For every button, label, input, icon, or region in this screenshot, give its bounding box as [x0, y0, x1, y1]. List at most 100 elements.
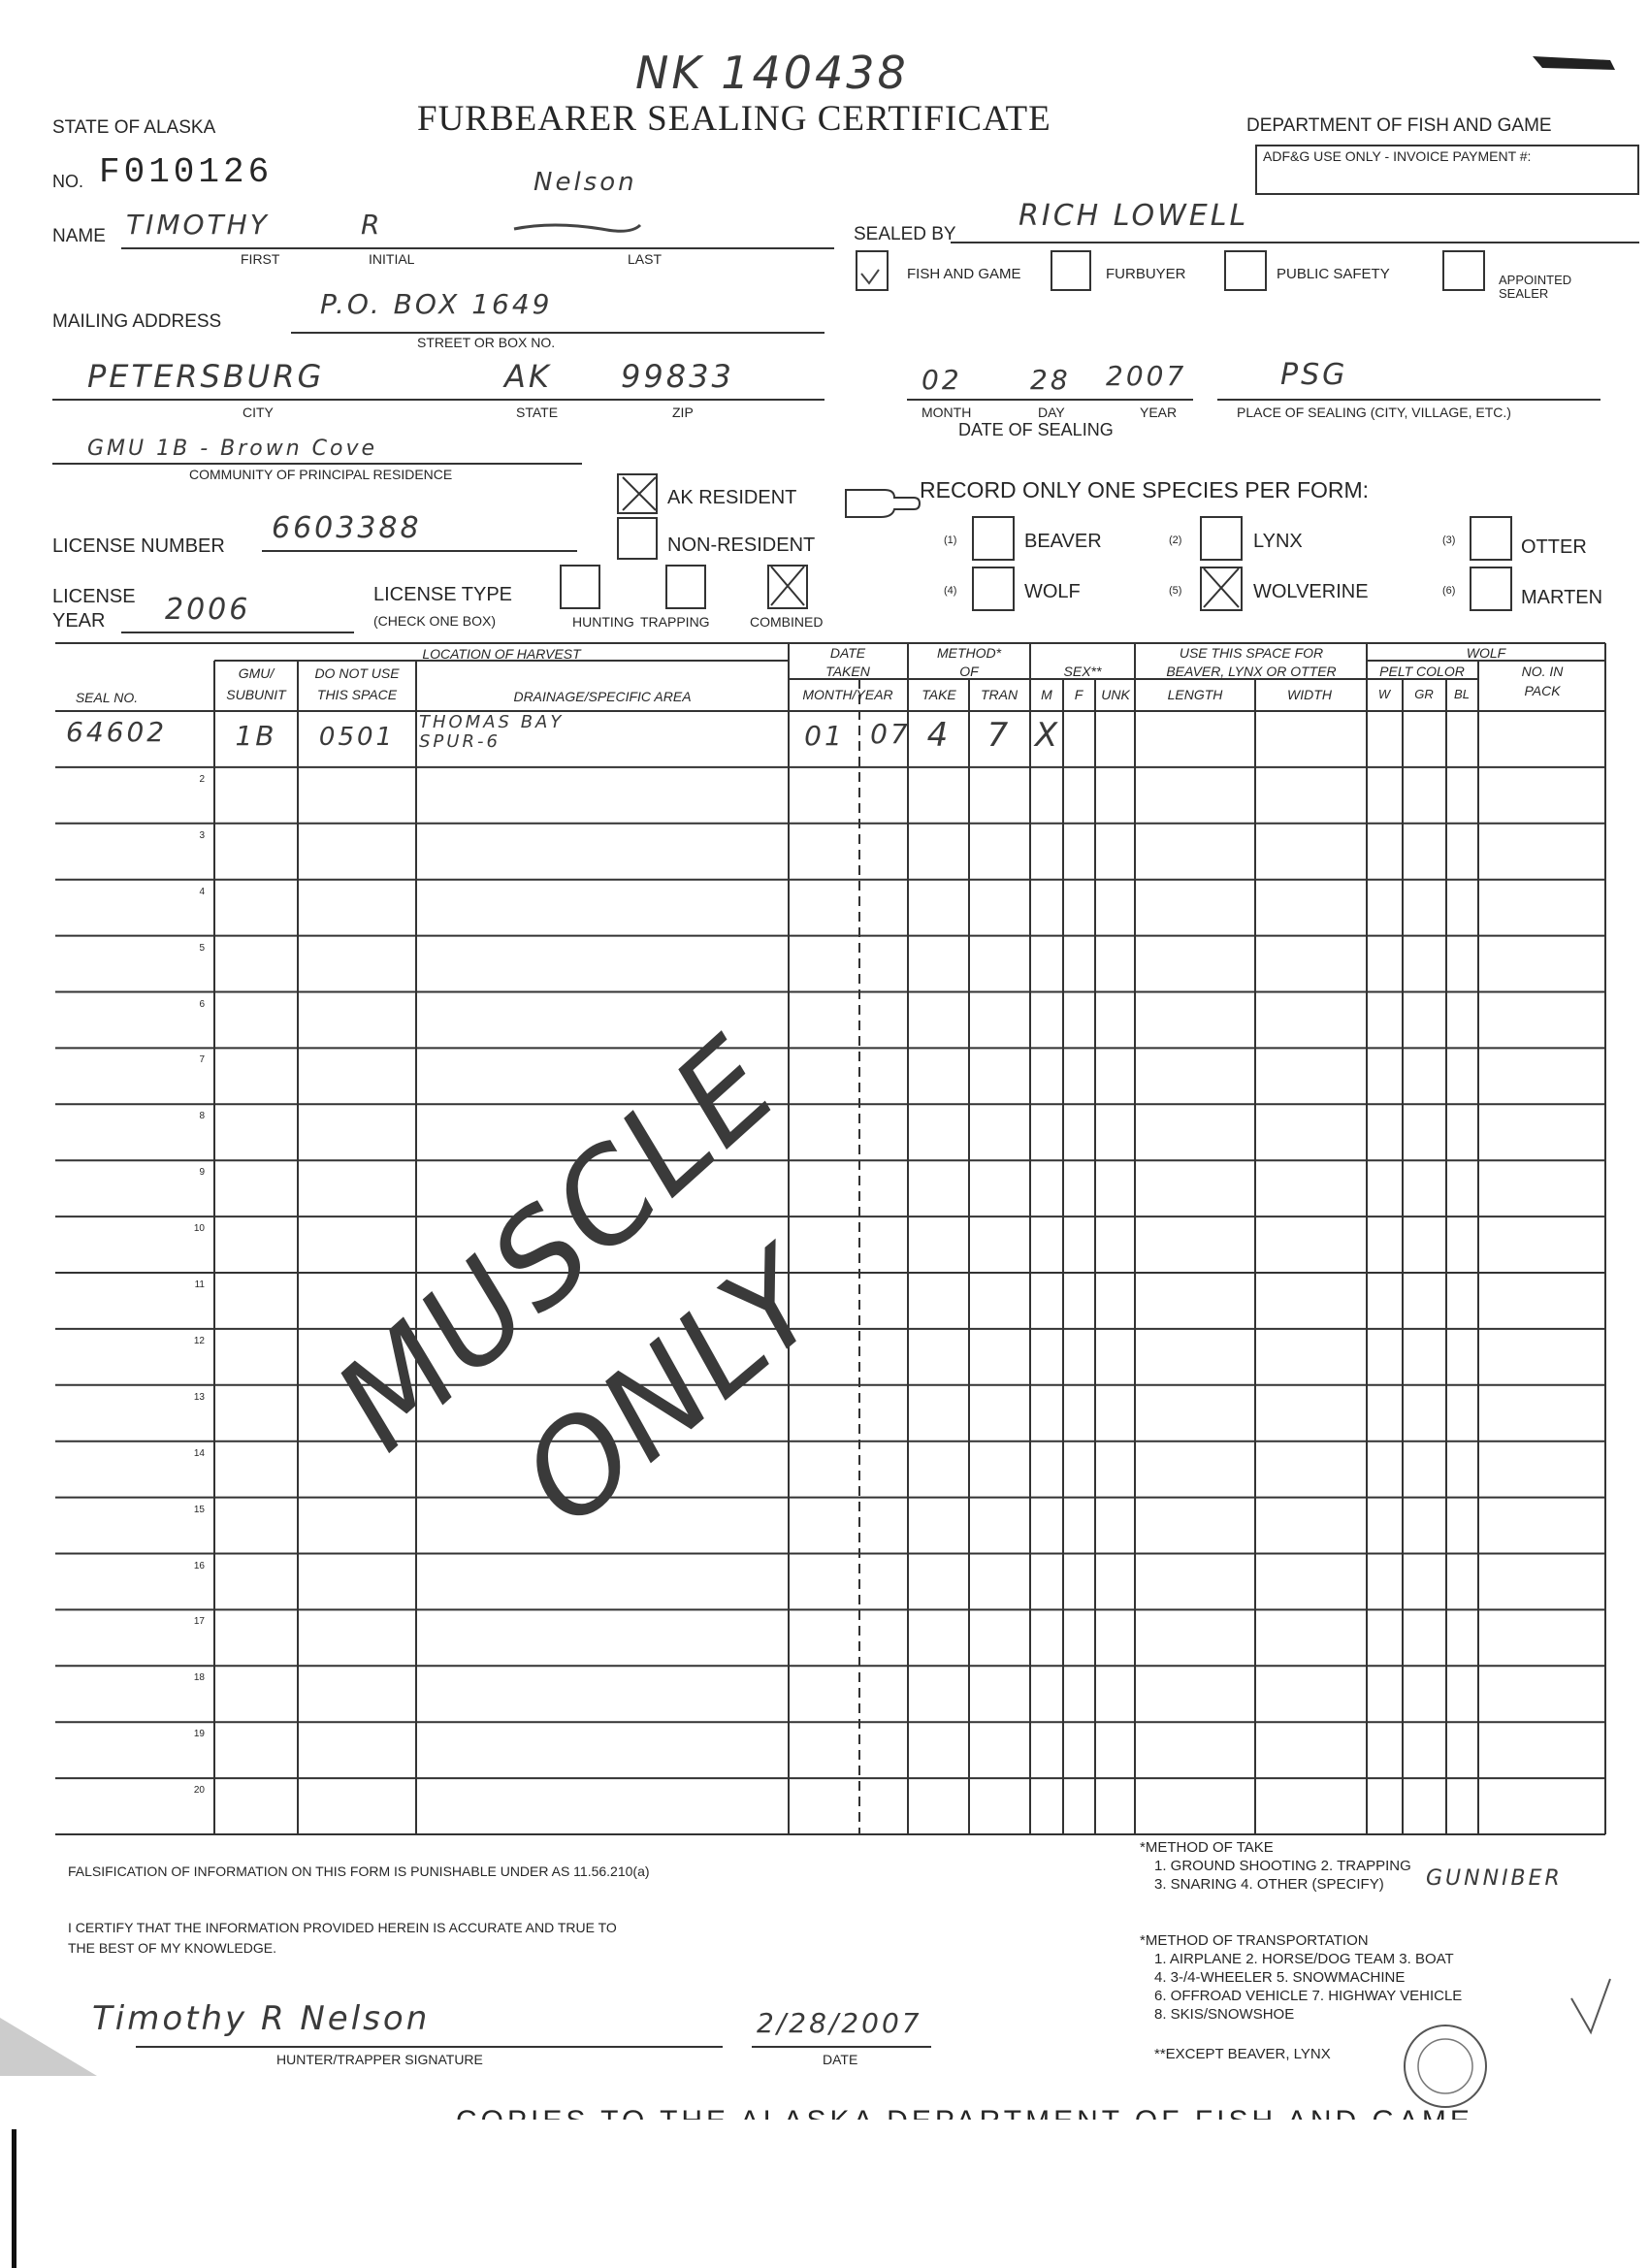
- label: TIMOTHY: [126, 209, 270, 241]
- label: NO.: [52, 172, 84, 191]
- label: Timothy R Nelson: [92, 1999, 431, 2038]
- column-header: SEX**: [1063, 664, 1102, 679]
- label: 6603388: [272, 511, 422, 545]
- column-header: DO NOT USE: [314, 665, 400, 681]
- label: LAST: [628, 251, 663, 267]
- row-number: 6: [199, 998, 205, 1010]
- checkbox: [665, 565, 706, 609]
- label: 6. OFFROAD VEHICLE 7. HIGHWAY VEHICLE: [1154, 1988, 1463, 2004]
- label: FURBUYER: [1106, 266, 1186, 282]
- label: (5): [1169, 585, 1182, 597]
- column-header: METHOD*: [936, 645, 1002, 661]
- row-number: 2: [199, 773, 205, 785]
- label: 99833: [621, 358, 734, 395]
- label: STREET OR BOX NO.: [417, 335, 556, 350]
- column-header: TAKEN: [825, 664, 870, 679]
- label: 2007: [1106, 360, 1187, 392]
- label: GUNNIBER: [1426, 1866, 1563, 1891]
- label: HUNTING: [572, 614, 634, 630]
- label: 01: [804, 720, 845, 752]
- label: AK RESIDENT: [667, 487, 797, 508]
- checkbox: [972, 516, 1015, 561]
- label: (2): [1169, 535, 1182, 546]
- instruction: RECORD ONLY ONE SPECIES PER FORM:: [920, 477, 1370, 502]
- label: HUNTER/TRAPPER SIGNATURE: [276, 2052, 483, 2067]
- label: 1. GROUND SHOOTING 2. TRAPPING: [1154, 1858, 1411, 1874]
- title: FURBEARER SEALING CERTIFICATE: [417, 99, 1051, 139]
- label: 4. 3-/4-WHEELER 5. SNOWMACHINE: [1154, 1969, 1406, 1986]
- row-number: 13: [193, 1391, 205, 1403]
- label: 2/28/2007: [757, 2007, 922, 2039]
- label: BEAVER: [1024, 531, 1102, 552]
- column-header: SUBUNIT: [226, 687, 286, 702]
- checkbox: [560, 565, 600, 609]
- label: **EXCEPT BEAVER, LYNX: [1154, 2046, 1331, 2062]
- checkbox: [617, 473, 658, 514]
- label: 7: [986, 716, 1012, 755]
- checkbox: [1224, 250, 1267, 291]
- label: FISH AND GAME: [907, 266, 1021, 282]
- checkbox: [1255, 145, 1639, 195]
- column-header: SEAL NO.: [75, 690, 139, 705]
- reference-number: NK 140438: [635, 47, 909, 99]
- row-number: 18: [193, 1672, 205, 1684]
- row-number: 12: [193, 1335, 205, 1346]
- label: PSG: [1280, 358, 1348, 392]
- row-number: 17: [193, 1616, 205, 1628]
- column-header: F: [1074, 687, 1083, 702]
- label: MONTH: [922, 405, 972, 420]
- column-header: NO. IN: [1521, 664, 1564, 679]
- checkbox: [856, 250, 889, 291]
- row-number: 7: [199, 1054, 205, 1066]
- row-number: 9: [199, 1167, 205, 1179]
- label: PETERSBURG: [87, 358, 325, 395]
- column-header: OF: [959, 664, 979, 679]
- column-header: DRAINAGE/SPECIFIC AREA: [513, 689, 692, 704]
- label: (6): [1442, 585, 1456, 597]
- label: THOMAS BAY SPUR-6: [419, 712, 565, 752]
- column-header: BL: [1454, 687, 1470, 701]
- checkbox: [617, 517, 658, 560]
- label: STATE: [516, 405, 559, 420]
- row-number: 5: [199, 942, 205, 954]
- label: SEALED BY: [854, 224, 956, 244]
- label: PLACE OF SEALING (CITY, VILLAGE, ETC.): [1237, 405, 1511, 420]
- label: NAME: [52, 226, 106, 246]
- checkbox: [1470, 567, 1512, 611]
- column-header: USE THIS SPACE FOR: [1179, 645, 1324, 661]
- column-header: LENGTH: [1167, 687, 1223, 702]
- label: 3. SNARING 4. OTHER (SPECIFY): [1154, 1876, 1384, 1893]
- label: (1): [944, 535, 957, 546]
- column-header: GMU/: [238, 665, 275, 681]
- column-header: PELT COLOR: [1379, 664, 1465, 679]
- label: P.O. BOX 1649: [320, 288, 553, 320]
- column-header: TRAN: [980, 687, 1018, 702]
- label: R: [361, 209, 383, 241]
- column-header: THIS SPACE: [316, 687, 398, 702]
- label: FALSIFICATION OF INFORMATION ON THIS FOR…: [68, 1863, 650, 1879]
- label: 64602: [66, 716, 168, 748]
- label: 1. AIRPLANE 2. HORSE/DOG TEAM 3. BOAT: [1154, 1951, 1454, 1967]
- row-number: 8: [199, 1111, 205, 1122]
- label: WOLF: [1024, 581, 1081, 602]
- row-number: 19: [193, 1729, 205, 1740]
- row-number: 11: [194, 1280, 205, 1290]
- label: Nelson: [534, 168, 637, 197]
- label: OTTER: [1521, 536, 1587, 558]
- column-header: LOCATION OF HARVEST: [422, 646, 581, 662]
- label: THE BEST OF MY KNOWLEDGE.: [68, 1940, 276, 1956]
- label: DATE: [823, 2052, 858, 2067]
- label: YEAR: [1140, 405, 1178, 420]
- label: DATE OF SEALING: [958, 420, 1114, 439]
- label: 8. SKIS/SNOWSHOE: [1154, 2006, 1295, 2023]
- row-number: 4: [199, 886, 205, 897]
- column-header: GR: [1414, 687, 1434, 701]
- checkbox: [1051, 250, 1091, 291]
- column-header: M: [1041, 687, 1052, 702]
- label: COPIES TO THE ALASKA DEPARTMENT OF FISH …: [456, 2098, 1473, 2120]
- column-header: PACK: [1524, 683, 1561, 698]
- label: NON-RESIDENT: [667, 535, 816, 556]
- label: LYNX: [1253, 531, 1303, 552]
- label: 4: [926, 716, 952, 755]
